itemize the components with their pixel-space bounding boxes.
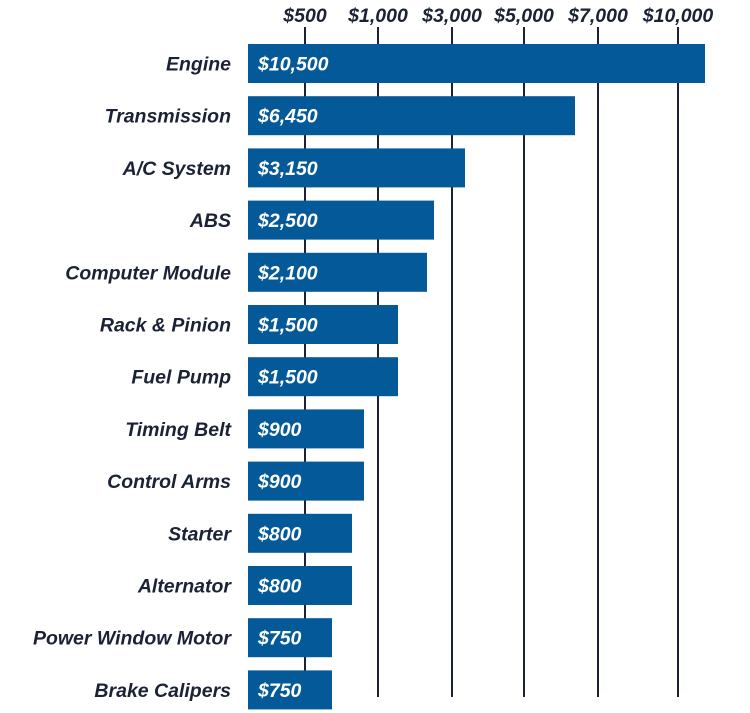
value-label: $750 xyxy=(257,628,302,650)
value-label: $1,500 xyxy=(257,315,318,337)
value-label: $2,500 xyxy=(257,210,318,232)
value-label: $6,450 xyxy=(257,106,318,128)
bar xyxy=(248,148,465,188)
category-label: Power Window Motor xyxy=(33,628,232,650)
x-tick-label: $5,000 xyxy=(493,5,554,27)
value-label: $1,500 xyxy=(257,367,318,389)
value-label: $900 xyxy=(257,471,302,493)
category-label: A/C System xyxy=(122,158,231,180)
value-label: $800 xyxy=(257,576,302,598)
x-tick-label: $7,000 xyxy=(567,5,628,27)
category-label: Computer Module xyxy=(65,262,231,284)
value-label: $800 xyxy=(257,523,302,545)
bar xyxy=(248,200,434,240)
category-label: Brake Calipers xyxy=(94,680,231,702)
bar xyxy=(248,409,364,449)
x-tick-label: $500 xyxy=(282,5,327,27)
bar xyxy=(248,305,398,344)
value-label: $900 xyxy=(257,419,302,441)
category-label: Control Arms xyxy=(107,471,231,493)
bar xyxy=(248,461,364,501)
bar xyxy=(248,670,332,710)
bar xyxy=(248,618,332,658)
value-label: $2,100 xyxy=(257,262,318,284)
value-label: $10,500 xyxy=(257,54,329,76)
bar xyxy=(248,252,427,292)
bar xyxy=(248,513,352,553)
x-tick-label: $10,000 xyxy=(642,5,714,27)
category-label: Alternator xyxy=(137,576,233,598)
category-label: Engine xyxy=(166,54,231,76)
x-tick-label: $3,000 xyxy=(421,5,482,27)
bar xyxy=(248,44,705,83)
value-label: $3,150 xyxy=(257,158,318,180)
x-tick-label: $1,000 xyxy=(347,5,408,27)
category-label: Rack & Pinion xyxy=(100,315,231,337)
bar xyxy=(248,96,575,136)
bar xyxy=(248,566,352,605)
category-label: Timing Belt xyxy=(125,419,232,441)
category-label: Fuel Pump xyxy=(131,367,231,389)
bar xyxy=(248,357,398,397)
value-label: $750 xyxy=(257,680,302,702)
category-label: ABS xyxy=(189,210,231,232)
category-label: Starter xyxy=(168,523,232,545)
category-label: Transmission xyxy=(105,106,232,128)
